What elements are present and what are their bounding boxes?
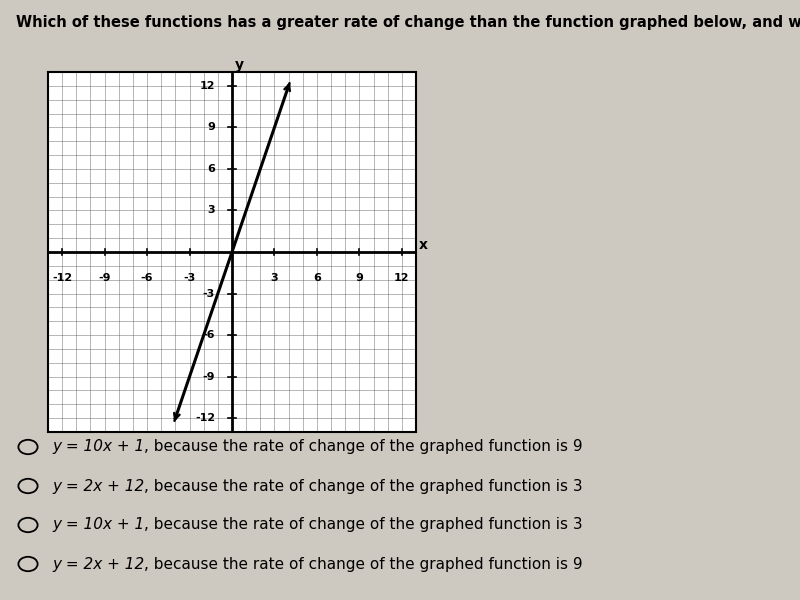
Text: 12: 12 — [199, 81, 215, 91]
Text: -12: -12 — [195, 413, 215, 423]
Text: -3: -3 — [183, 273, 196, 283]
Text: 9: 9 — [355, 273, 363, 283]
Text: Which of these functions has a greater rate of change than the function graphed : Which of these functions has a greater r… — [16, 15, 800, 30]
Text: -6: -6 — [141, 273, 154, 283]
Text: y = 10x + 1: y = 10x + 1 — [52, 439, 144, 455]
Text: -9: -9 — [202, 371, 215, 382]
Text: , because the rate of change of the graphed function is 9: , because the rate of change of the grap… — [144, 439, 583, 455]
Text: -12: -12 — [52, 273, 72, 283]
Text: y = 2x + 12: y = 2x + 12 — [52, 557, 144, 571]
Text: -6: -6 — [202, 330, 215, 340]
Text: 3: 3 — [207, 205, 215, 215]
Text: y = 2x + 12: y = 2x + 12 — [52, 479, 144, 493]
Text: y: y — [234, 58, 243, 72]
Text: 9: 9 — [207, 122, 215, 133]
Text: x: x — [418, 238, 427, 252]
Text: 3: 3 — [270, 273, 278, 283]
Text: , because the rate of change of the graphed function is 3: , because the rate of change of the grap… — [144, 517, 583, 533]
Text: -9: -9 — [98, 273, 111, 283]
Text: -3: -3 — [202, 289, 215, 299]
Text: 12: 12 — [394, 273, 410, 283]
Text: , because the rate of change of the graphed function is 9: , because the rate of change of the grap… — [144, 557, 583, 571]
Text: 6: 6 — [207, 164, 215, 174]
Text: 6: 6 — [313, 273, 321, 283]
Text: y = 10x + 1: y = 10x + 1 — [52, 517, 144, 533]
Text: , because the rate of change of the graphed function is 3: , because the rate of change of the grap… — [144, 479, 583, 493]
